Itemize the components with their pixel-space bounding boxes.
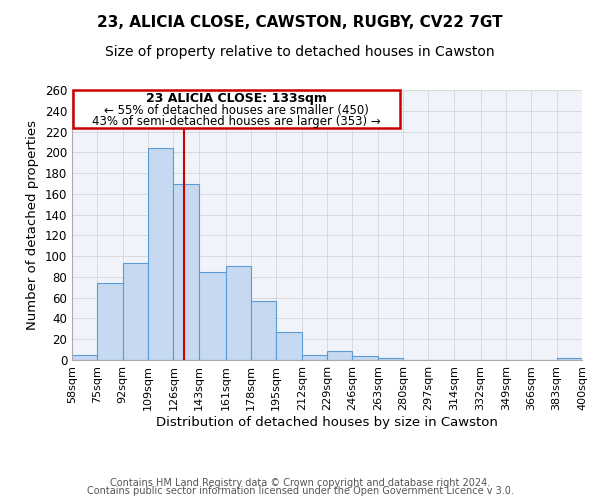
Bar [251,301,276,360]
Y-axis label: Number of detached properties: Number of detached properties [26,120,39,330]
Bar [276,332,302,360]
Bar [199,272,226,360]
Text: Size of property relative to detached houses in Cawston: Size of property relative to detached ho… [105,45,495,59]
Text: 23 ALICIA CLOSE: 133sqm: 23 ALICIA CLOSE: 133sqm [146,92,327,106]
Bar [123,264,148,360]
Bar [226,266,251,360]
X-axis label: Distribution of detached houses by size in Cawston: Distribution of detached houses by size … [156,416,498,428]
Bar [327,350,352,360]
Bar [302,355,327,360]
Text: ← 55% of detached houses are smaller (450): ← 55% of detached houses are smaller (45… [104,104,369,117]
Bar [73,90,400,128]
Bar [352,356,378,360]
Bar [148,148,173,360]
Text: Contains public sector information licensed under the Open Government Licence v : Contains public sector information licen… [86,486,514,496]
Bar [173,184,199,360]
Bar [97,283,123,360]
Bar [72,355,97,360]
Bar [557,358,582,360]
Text: Contains HM Land Registry data © Crown copyright and database right 2024.: Contains HM Land Registry data © Crown c… [110,478,490,488]
Bar [378,358,403,360]
Text: 23, ALICIA CLOSE, CAWSTON, RUGBY, CV22 7GT: 23, ALICIA CLOSE, CAWSTON, RUGBY, CV22 7… [97,15,503,30]
Text: 43% of semi-detached houses are larger (353) →: 43% of semi-detached houses are larger (… [92,115,381,128]
